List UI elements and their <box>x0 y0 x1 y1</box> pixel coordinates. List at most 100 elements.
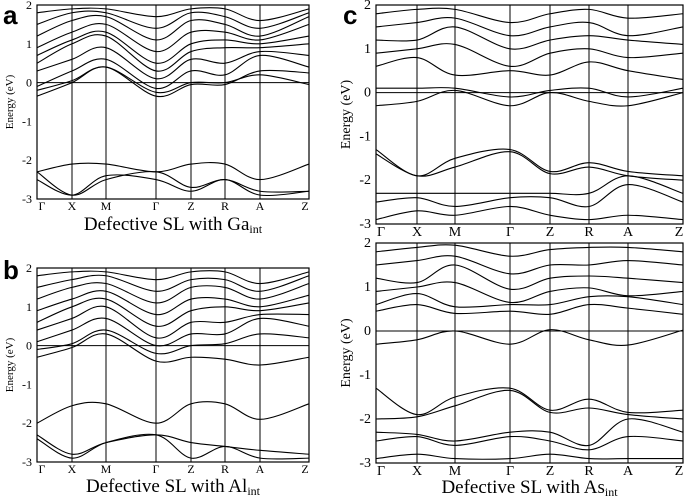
y-axis-label: Energy (eV) <box>4 74 16 129</box>
panel-label-b: b <box>3 255 19 285</box>
y-tick-label: 2 <box>364 236 371 251</box>
band-line <box>36 274 310 292</box>
band-line <box>36 282 310 304</box>
x-label-main: Defective SL with Al <box>86 476 248 497</box>
y-tick-label: 0 <box>364 86 371 101</box>
x-tick-label: X <box>68 462 77 476</box>
x-tick-label: Z <box>675 225 684 240</box>
x-label-sub: int <box>247 484 260 498</box>
band-line <box>36 401 310 424</box>
x-tick-label: Γ <box>377 464 385 479</box>
x-tick-label: Z <box>187 462 194 476</box>
band-line <box>36 333 310 366</box>
x-tick-label: Γ <box>377 225 385 240</box>
y-tick-label: 1 <box>364 42 371 57</box>
x-tick-label: Z <box>301 199 308 213</box>
band-line <box>36 7 310 22</box>
band-line <box>36 317 310 347</box>
y-tick-label: -2 <box>359 173 371 188</box>
x-tick-label: A <box>623 225 634 240</box>
y-tick-label: 1 <box>26 300 32 314</box>
y-tick-label: -3 <box>22 192 32 206</box>
plot-frame <box>375 4 684 225</box>
band-line <box>375 264 684 290</box>
x-tick-label: M <box>101 199 112 213</box>
band-line <box>375 244 684 257</box>
x-tick-label: Z <box>187 199 194 213</box>
x-tick-label: Z <box>546 225 555 240</box>
band-line <box>36 433 310 460</box>
band-line <box>36 66 310 98</box>
band-line <box>375 387 684 416</box>
band-line <box>375 151 684 181</box>
x-tick-label: R <box>221 462 229 476</box>
band-line <box>375 255 684 275</box>
y-tick-label: 0 <box>26 339 32 353</box>
band-line <box>36 162 310 181</box>
band-line <box>375 43 684 67</box>
band-line <box>376 87 684 98</box>
x-tick-label: Γ <box>153 462 160 476</box>
y-axis-label: Energy (eV) <box>339 80 354 150</box>
x-axis-label-c: Defective SL with Asint <box>376 477 683 498</box>
band-line <box>375 175 684 196</box>
y-axis-label: Energy (eV) <box>339 318 354 388</box>
band-line <box>375 148 684 177</box>
band-line <box>36 297 310 327</box>
band-line <box>375 281 684 303</box>
y-tick-label: -1 <box>359 129 371 144</box>
band-line <box>375 205 684 221</box>
band-line <box>36 305 310 339</box>
x-tick-label: Γ <box>506 225 514 240</box>
y-tick-label: 2 <box>26 0 32 12</box>
x-tick-label: M <box>449 225 462 240</box>
panel-label-c: c <box>343 0 358 30</box>
x-tick-label: R <box>221 199 229 213</box>
plot-frame <box>36 267 310 463</box>
x-tick-label: R <box>584 225 594 240</box>
x-tick-label: X <box>412 225 422 240</box>
x-tick-label: A <box>256 462 265 476</box>
x-tick-label: X <box>412 464 422 479</box>
band-line <box>36 14 310 41</box>
x-tick-label: Z <box>675 464 684 479</box>
y-axis-label: Energy (eV) <box>4 337 16 392</box>
x-tick-label: Γ <box>506 464 514 479</box>
x-tick-label: Z <box>301 462 308 476</box>
y-tick-label: 0 <box>364 324 371 339</box>
x-axis-label-a: Defective SL with Gaint <box>37 214 309 236</box>
x-tick-label: M <box>449 464 462 479</box>
band-line <box>36 66 310 94</box>
band-line <box>36 30 310 64</box>
band-line <box>375 184 684 208</box>
band-line <box>36 270 310 285</box>
band-line <box>36 46 310 80</box>
x-label-main: Defective SL with As <box>441 477 605 498</box>
x-label-main: Defective SL with Ga <box>83 214 250 235</box>
x-tick-label: M <box>101 462 112 476</box>
x-axis-label-b: Defective SL with Alint <box>37 476 309 498</box>
y-tick-label: -3 <box>359 456 371 471</box>
band-line <box>36 290 310 316</box>
plot-frame <box>36 4 310 200</box>
band-line <box>375 435 684 451</box>
x-tick-label: A <box>256 199 265 213</box>
band-line <box>36 174 310 197</box>
y-tick-label: -1 <box>22 114 32 128</box>
y-tick-label: 0 <box>26 76 32 90</box>
band-line <box>375 26 684 50</box>
x-tick-label: X <box>68 199 77 213</box>
y-tick-label: -2 <box>22 153 32 167</box>
band-line <box>36 329 310 355</box>
band-line <box>36 10 310 29</box>
y-tick-label: -1 <box>22 377 32 391</box>
band-line <box>375 89 684 107</box>
y-tick-label: -3 <box>22 455 32 469</box>
band-line <box>375 453 683 460</box>
y-tick-label: -2 <box>359 412 371 427</box>
band-line <box>375 303 684 316</box>
band-line <box>36 34 310 72</box>
x-tick-label: Z <box>546 464 555 479</box>
x-label-sub: int <box>249 222 263 236</box>
y-tick-label: -2 <box>22 416 32 430</box>
